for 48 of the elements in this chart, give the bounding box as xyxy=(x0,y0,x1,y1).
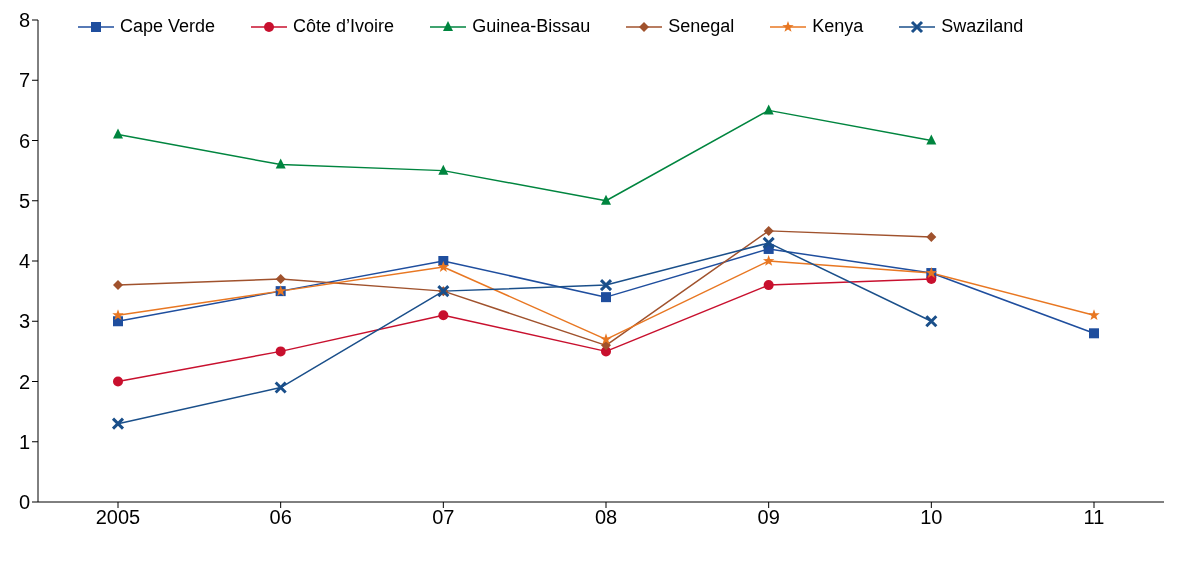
point xyxy=(1089,328,1099,339)
point xyxy=(599,278,613,292)
point xyxy=(275,346,286,357)
legend-label: Côte d’Ivoire xyxy=(293,16,395,37)
point xyxy=(762,236,776,250)
y-tick-label: 0 xyxy=(18,491,30,514)
legend-label: Swaziland xyxy=(941,16,1024,37)
x-tick-label: 09 xyxy=(757,506,780,529)
point xyxy=(113,128,123,139)
point xyxy=(601,194,611,205)
x-tick-label: 11 xyxy=(1083,506,1105,529)
point xyxy=(275,158,286,169)
point xyxy=(111,417,125,431)
point xyxy=(1088,309,1100,321)
legend-label: Guinea-Bissau xyxy=(472,16,591,37)
point xyxy=(763,104,774,115)
point xyxy=(762,255,775,266)
point xyxy=(275,274,286,285)
point xyxy=(274,381,288,395)
point xyxy=(437,261,450,272)
point xyxy=(763,225,774,236)
point xyxy=(600,333,612,345)
x-tick-label: 10 xyxy=(920,506,943,529)
legend-label: Cape Verde xyxy=(120,16,216,37)
x-tick-label: 2005 xyxy=(95,506,141,529)
legend-label: Kenya xyxy=(812,16,864,37)
x-tick-label: 08 xyxy=(594,506,618,529)
point xyxy=(438,310,449,321)
point xyxy=(113,280,123,291)
y-tick-label: 3 xyxy=(18,310,30,333)
y-tick-label: 8 xyxy=(18,9,30,32)
point xyxy=(113,376,123,387)
y-tick-label: 4 xyxy=(18,250,30,273)
legend-label: Senegal xyxy=(668,16,735,37)
point xyxy=(763,280,774,291)
point xyxy=(112,309,124,321)
x-tick-label: 06 xyxy=(269,506,292,529)
y-tick-label: 2 xyxy=(18,370,30,393)
y-tick-label: 5 xyxy=(18,189,30,212)
point xyxy=(924,314,938,328)
y-tick-label: 1 xyxy=(18,430,30,453)
point xyxy=(926,134,937,145)
point xyxy=(601,292,611,303)
point xyxy=(438,164,449,175)
y-tick-label: 7 xyxy=(18,69,30,92)
point xyxy=(926,231,937,242)
x-tick-label: 07 xyxy=(432,506,455,529)
y-tick-label: 6 xyxy=(18,129,30,152)
